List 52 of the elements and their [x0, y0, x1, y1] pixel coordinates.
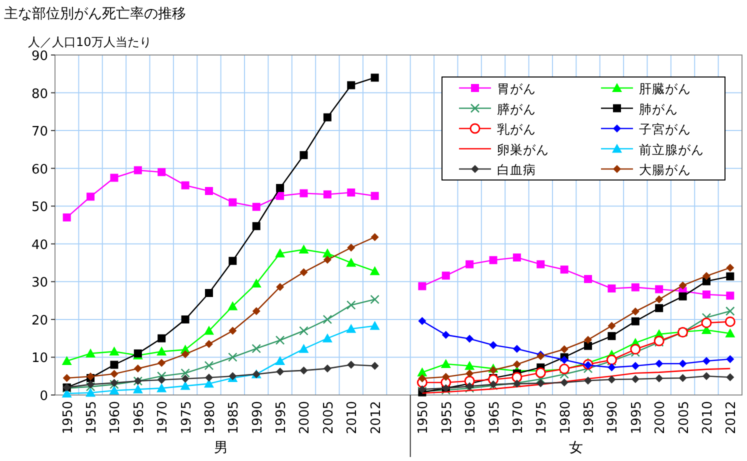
chart-title: 主な部位別がん死亡率の推移 [4, 6, 186, 22]
legend-label: 卵巣がん [497, 142, 549, 157]
x-tick-label: 1980 [202, 401, 218, 434]
x-tick-label: 1950 [416, 401, 432, 434]
legend-label: 白血病 [497, 162, 536, 177]
legend-label: 乳がん [497, 122, 536, 136]
x-tick-label: 2005 [676, 401, 692, 434]
x-tick-label: 1975 [534, 401, 550, 434]
x-tick-label: 2010 [700, 401, 716, 434]
x-tick-label: 2010 [345, 401, 360, 434]
x-tick-label: 2012 [724, 401, 740, 434]
legend-label: 大腸がん [639, 162, 691, 177]
x-tick-label: 2005 [321, 401, 336, 434]
y-tick-label: 90 [31, 49, 48, 64]
legend-label: 肺がん [639, 101, 678, 116]
x-tick-label: 1985 [226, 401, 242, 434]
x-tick-label: 1970 [510, 401, 526, 434]
y-tick-label: 60 [31, 162, 48, 178]
legend-label: 肝臓がん [639, 81, 691, 96]
x-tick-label: 1975 [179, 401, 194, 434]
text: 男 [214, 440, 228, 456]
y-tick-label: 40 [31, 238, 48, 253]
legend-label: 前立腺がん [639, 142, 704, 157]
x-tick-label: 1960 [108, 401, 124, 434]
x-tick-label: 1990 [606, 401, 621, 434]
x-tick-label: 1995 [274, 401, 290, 434]
y-tick-label: 70 [31, 124, 48, 140]
y-tick-label: 20 [31, 313, 48, 328]
x-tick-label: 1965 [487, 401, 502, 434]
x-tick-label: 1950 [60, 401, 76, 434]
x-tick-label: 1980 [558, 401, 574, 434]
y-axis-title: 人／人口10万人当たり [28, 35, 152, 49]
x-tick-label: 1955 [84, 401, 100, 434]
x-tick-label: 2012 [368, 401, 384, 434]
x-tick-label: 1985 [582, 401, 598, 434]
x-tick-label: 1970 [156, 401, 171, 434]
y-tick-label: 50 [31, 200, 48, 216]
x-tick-label: 1955 [440, 401, 455, 434]
legend-label: 胃がん [497, 81, 536, 96]
y-tick-label: 30 [31, 276, 48, 291]
y-tick-label: 80 [31, 86, 48, 102]
legend-label: 子宮がん [639, 122, 691, 136]
y-tick-label: 10 [31, 351, 48, 366]
x-tick-label: 2000 [653, 401, 668, 434]
legend-label: 膵がん [497, 101, 536, 116]
x-tick-label: 1995 [629, 401, 644, 434]
x-tick-label: 1965 [132, 401, 147, 434]
text: 女 [569, 440, 584, 456]
x-tick-label: 2000 [298, 401, 313, 434]
y-tick-label: 0 [40, 389, 48, 404]
x-tick-label: 1990 [250, 401, 266, 434]
x-tick-label: 1960 [464, 401, 479, 434]
